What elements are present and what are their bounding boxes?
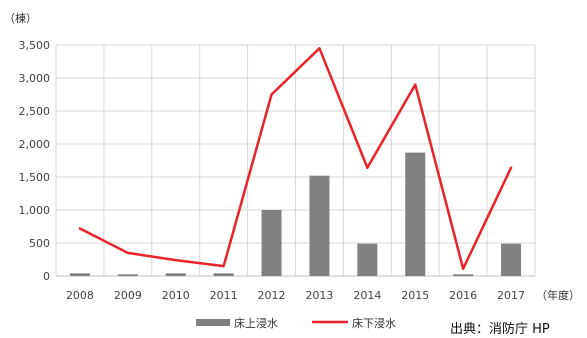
x-axis-unit: （年度） (536, 288, 580, 302)
bar (405, 152, 426, 276)
legend-swatch-bar (196, 319, 230, 326)
x-tick-label: 2011 (210, 289, 238, 302)
y-tick-label: 1,500 (19, 171, 51, 184)
x-tick-label: 2009 (114, 289, 142, 302)
bar (69, 273, 90, 276)
bar (261, 210, 282, 276)
x-tick-label: 2014 (353, 289, 381, 302)
x-tick-label: 2010 (162, 289, 190, 302)
bar (213, 273, 234, 276)
series-line (78, 47, 513, 270)
x-tick-label: 2016 (449, 289, 477, 302)
bar-series (69, 152, 522, 276)
bar (501, 243, 522, 276)
bar (453, 274, 474, 276)
x-tick-label: 2012 (258, 289, 286, 302)
x-axis-ticks: 2008 2009 2010 2011 2012 2013 2014 2015 2016 2017 (66, 289, 525, 302)
legend-label-bar: 床上浸水 (234, 316, 278, 330)
x-tick-label: 2017 (497, 289, 525, 302)
line-series (78, 47, 513, 270)
x-tick-label: 2008 (66, 289, 94, 302)
bar (117, 274, 138, 276)
bar (165, 273, 186, 276)
legend: 床上浸水 床下浸水 (196, 316, 396, 330)
gridlines (55, 44, 536, 277)
y-tick-label: 1,000 (19, 204, 51, 217)
bar (309, 175, 330, 276)
bar (357, 243, 378, 276)
legend-label-line: 床下浸水 (352, 316, 396, 330)
y-tick-label: 500 (29, 237, 50, 250)
y-axis-unit: （棟） (4, 11, 37, 25)
y-tick-label: 0 (43, 270, 50, 283)
x-tick-label: 2015 (401, 289, 429, 302)
y-tick-label: 3,500 (19, 39, 51, 52)
x-tick-label: 2013 (305, 289, 333, 302)
y-tick-label: 2,000 (19, 138, 51, 151)
y-tick-label: 3,000 (19, 72, 51, 85)
y-axis-ticks: 0 500 1,000 1,500 2,000 2,500 3,000 3,500 (19, 39, 51, 283)
source-label: 出典：消防庁 HP (450, 322, 550, 337)
y-tick-label: 2,500 (19, 105, 51, 118)
